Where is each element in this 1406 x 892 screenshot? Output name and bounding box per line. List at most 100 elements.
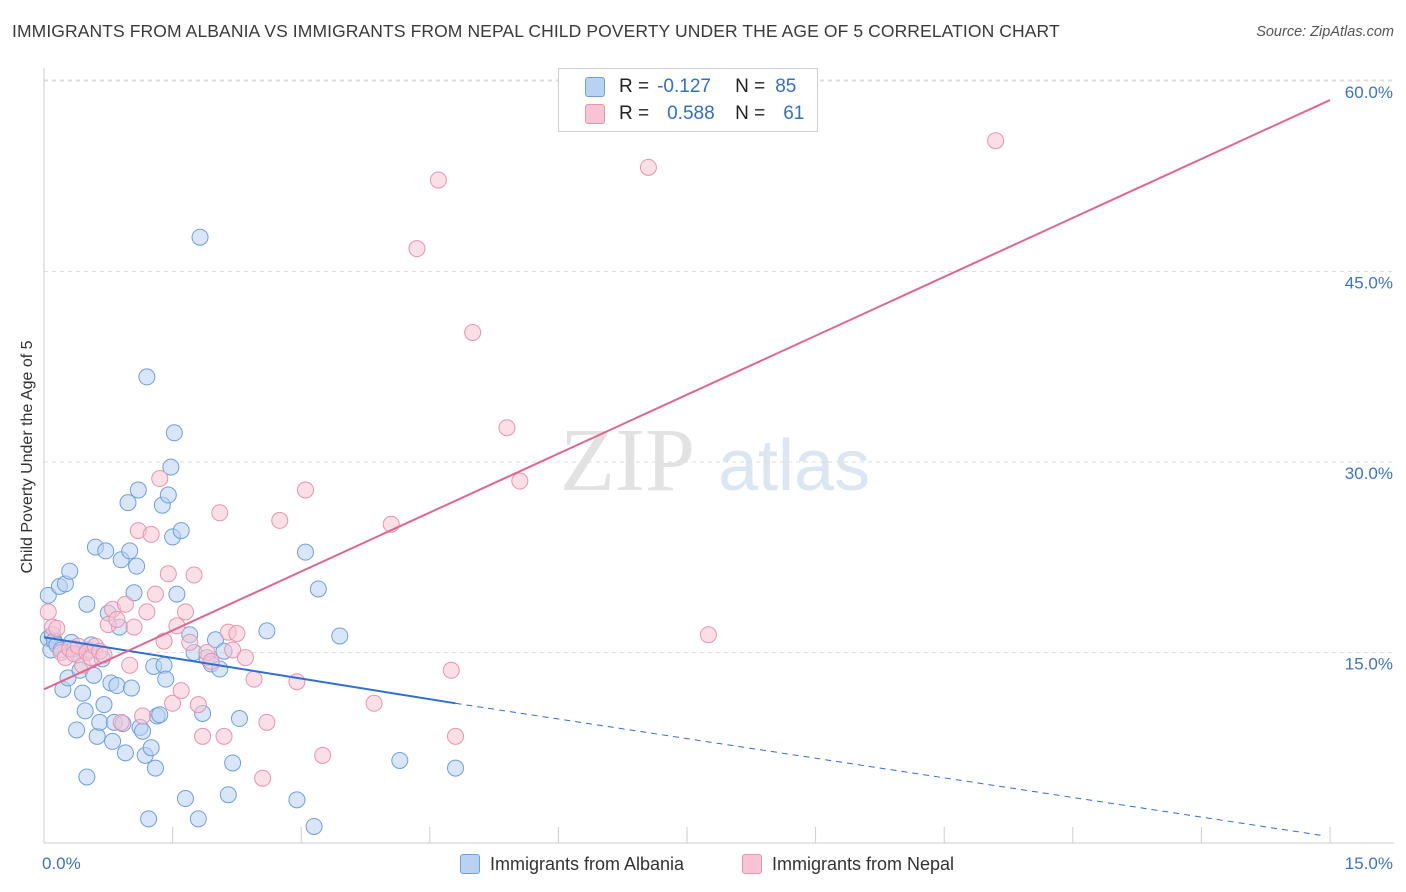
albania-point xyxy=(116,744,134,762)
nepal-point xyxy=(464,323,482,341)
albania-point xyxy=(76,702,94,720)
nepal-point xyxy=(108,610,126,628)
albania-point xyxy=(447,759,465,777)
nepal-point xyxy=(134,707,152,725)
albania-point xyxy=(176,790,194,808)
albania-point xyxy=(159,486,177,504)
nepal-point xyxy=(39,603,57,621)
nepal-point xyxy=(228,624,246,642)
y-tick-label: 15.0% xyxy=(1345,655,1393,674)
bottom-legend-nepal: Immigrants from Nepal xyxy=(742,852,954,876)
bottom-albania-label: Immigrants from Albania xyxy=(490,853,685,874)
watermark-atlas: atlas xyxy=(718,426,870,506)
nepal-point xyxy=(271,511,289,529)
nepal-point xyxy=(365,694,383,712)
nepal-point xyxy=(236,649,254,667)
watermark: ZIP atlas xyxy=(560,411,870,510)
nepal-point xyxy=(245,670,263,688)
legend-row-albania: R = -0.127 N = 85 xyxy=(585,75,796,99)
albania-point xyxy=(230,710,248,728)
nepal-point xyxy=(112,713,130,731)
albania-point xyxy=(128,557,146,575)
nepal-swatch xyxy=(585,104,605,124)
nepal-point xyxy=(138,603,156,621)
albania-trend-line xyxy=(43,636,456,705)
albania-point xyxy=(172,522,190,540)
bottom-legend-albania: Immigrants from Albania xyxy=(460,852,684,876)
albania-point xyxy=(155,656,173,674)
albania-point xyxy=(331,627,349,645)
legend-row-nepal: R = 0.588 N = 61 xyxy=(585,102,804,126)
albania-point xyxy=(61,562,79,580)
albania-point xyxy=(162,458,180,476)
nepal-point xyxy=(447,727,465,745)
albania-point xyxy=(258,622,276,640)
nepal-point xyxy=(185,566,203,584)
albania-point xyxy=(97,542,115,560)
albania-point xyxy=(206,631,224,649)
albania-point xyxy=(224,754,242,772)
nepal-point xyxy=(511,472,529,490)
nepal-point xyxy=(164,694,182,712)
nepal-point xyxy=(224,641,242,659)
albania-point xyxy=(138,368,156,386)
albania-point xyxy=(305,817,323,835)
source-credit: Source: ZipAtlas.com xyxy=(1256,24,1394,40)
bottom-nepal-label: Immigrants from Nepal xyxy=(772,853,955,874)
albania-point xyxy=(134,722,152,740)
albania-point xyxy=(191,228,209,246)
y-tick-label: 30.0% xyxy=(1345,464,1393,483)
nepal-n-value: 61 xyxy=(783,103,805,124)
nepal-point xyxy=(189,696,207,714)
albania-point xyxy=(39,586,57,604)
nepal-point xyxy=(125,618,143,636)
nepal-point xyxy=(176,603,194,621)
albania-point xyxy=(68,721,86,739)
x-tick-label-max: 15.0% xyxy=(1345,854,1393,873)
nepal-r-label: R = xyxy=(619,103,650,124)
x-tick-label-min: 0.0% xyxy=(42,854,81,873)
albania-point xyxy=(121,542,139,560)
nepal-n-label: N = xyxy=(735,103,766,124)
nepal-point xyxy=(254,769,272,787)
stats-legend: R = -0.127 N = 85 R = 0.588 N = 61 xyxy=(558,68,818,132)
nepal-point xyxy=(258,713,276,731)
nepal-point xyxy=(429,171,447,189)
nepal-r-value: 0.588 xyxy=(667,103,715,124)
nepal-point xyxy=(699,626,717,644)
nepal-point xyxy=(987,132,1005,150)
albania-point xyxy=(108,677,126,695)
y-tick-label: 45.0% xyxy=(1345,274,1393,293)
chart-title: IMMIGRANTS FROM ALBANIA VS IMMIGRANTS FR… xyxy=(12,21,1060,41)
albania-point xyxy=(88,727,106,745)
nepal-point xyxy=(498,419,516,437)
albania-point xyxy=(168,585,186,603)
bottom-albania-swatch xyxy=(460,854,480,874)
nepal-trend-line xyxy=(43,99,1331,691)
albania-point xyxy=(140,810,158,828)
y-tick-label: 60.0% xyxy=(1345,83,1393,102)
albania-point xyxy=(95,696,113,714)
albania-swatch xyxy=(585,77,605,97)
albania-point xyxy=(129,481,147,499)
albania-point xyxy=(151,706,169,724)
albania-point xyxy=(78,595,96,613)
nepal-point xyxy=(48,619,66,637)
nepal-point xyxy=(151,470,169,488)
albania-point xyxy=(91,713,109,731)
nepal-point xyxy=(142,525,160,543)
albania-point xyxy=(146,759,164,777)
albania-point xyxy=(309,580,327,598)
albania-r-label: R = xyxy=(619,76,650,97)
albania-r-value: -0.127 xyxy=(657,76,711,97)
albania-point xyxy=(119,494,137,512)
albania-point xyxy=(104,732,122,750)
albania-point xyxy=(165,424,183,442)
nepal-point xyxy=(155,632,173,650)
nepal-point xyxy=(314,746,332,764)
nepal-point xyxy=(181,633,199,651)
albania-point xyxy=(74,684,92,702)
bottom-nepal-swatch xyxy=(742,854,762,874)
albania-point xyxy=(296,543,314,561)
